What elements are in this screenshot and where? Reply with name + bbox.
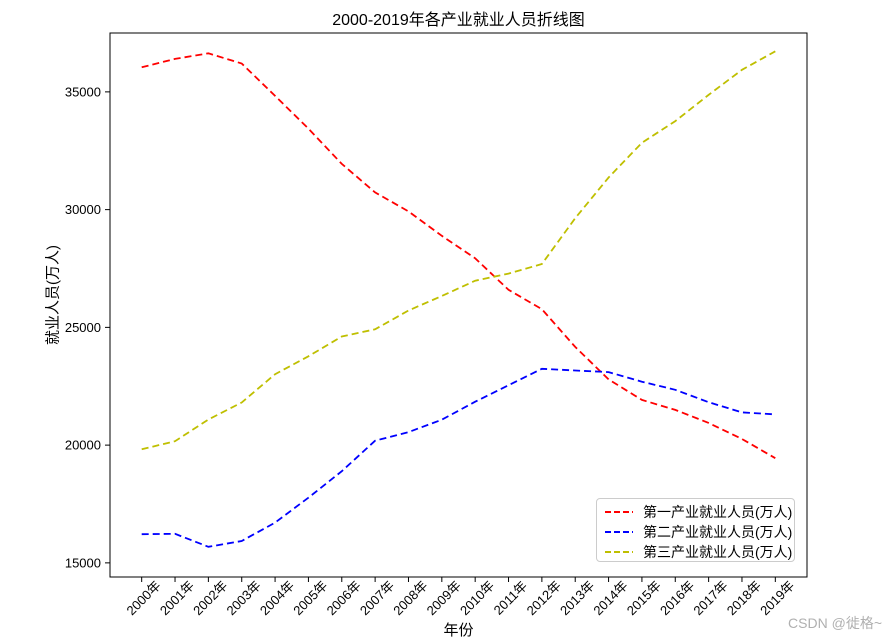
legend-line-sample [605,551,633,553]
series-line-3 [141,50,776,451]
legend-line-sample [605,511,633,513]
x-tick-label: 2011年 [491,578,531,618]
x-tick-label: 2016年 [657,578,697,618]
x-tick-label: 2005年 [290,578,330,618]
x-tick-label: 2004年 [257,578,297,618]
legend-item-label: 第二产业就业人员(万人) [643,524,793,540]
legend-item-label: 第三产业就业人员(万人) [643,544,793,560]
legend-item: 第二产业就业人员(万人) [597,522,794,542]
y-tick-label: 20000 [65,438,101,453]
y-tick-label: 35000 [65,84,101,99]
x-axis-label: 年份 [443,622,474,639]
legend-line-sample [605,531,633,533]
x-tick-label: 2009年 [424,578,464,618]
x-tick-label: 2017年 [690,578,730,618]
x-tick-label: 2007年 [357,578,397,618]
series-line-1 [141,52,776,459]
x-tick-label: 2000年 [124,578,164,618]
x-tick-label: 2018年 [724,578,764,618]
axes-background [110,33,807,577]
legend-item-label: 第一产业就业人员(万人) [643,504,793,520]
x-tick-label: 2014年 [590,578,630,618]
x-tick-label: 2008年 [390,578,430,618]
legend-item: 第一产业就业人员(万人) [597,502,794,522]
x-tick-label: 2003年 [224,578,264,618]
x-tick-label: 2015年 [624,578,664,618]
y-tick-label: 30000 [65,202,101,217]
legend-item: 第三产业就业人员(万人) [597,542,794,562]
legend: 第一产业就业人员(万人) 第二产业就业人员(万人) 第三产业就业人员(万人) [596,498,795,562]
y-tick-label: 15000 [65,555,101,570]
x-tick-label: 2013年 [557,578,597,618]
x-tick-label: 2010年 [457,578,497,618]
watermark: CSDN @徙格~ [788,615,882,631]
x-tick-label: 2002年 [190,578,230,618]
axes-spines [109,32,808,578]
x-tick-label: 2012年 [524,578,564,618]
x-tick-label: 2001年 [157,578,197,618]
y-axis-label: 就业人员(万人) [44,245,62,345]
x-tick-label: 2006年 [324,578,364,618]
y-tick-label: 25000 [65,320,101,335]
chart-title: 2000-2019年各产业就业人员折线图 [332,12,585,29]
